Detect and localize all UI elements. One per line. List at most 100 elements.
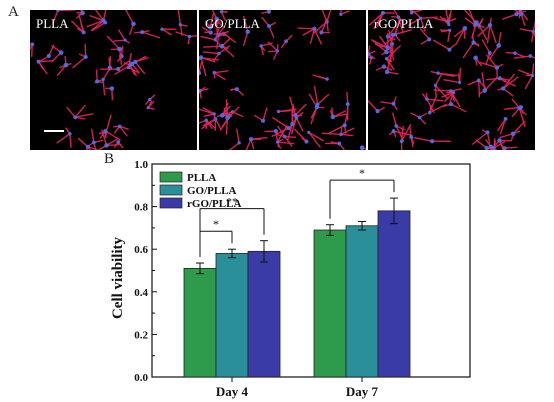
error-bar xyxy=(358,221,366,231)
cell xyxy=(202,37,235,58)
cell xyxy=(113,124,129,137)
cell xyxy=(375,64,393,71)
cell xyxy=(145,94,155,105)
significance-bracket: ** xyxy=(199,195,265,258)
cell xyxy=(489,32,502,59)
cell xyxy=(499,143,518,150)
cell xyxy=(462,33,480,59)
cell xyxy=(261,10,271,14)
significance-label: * xyxy=(213,217,219,231)
bar-go-plla-day-4 xyxy=(215,253,249,378)
cell xyxy=(66,104,94,120)
cell xyxy=(380,96,398,111)
micrograph-plla-cells xyxy=(30,10,197,150)
legend-label: GO/PLLA xyxy=(187,185,237,197)
y-tick-label: 0.4 xyxy=(134,287,148,299)
cell xyxy=(267,41,280,60)
cell xyxy=(201,26,213,35)
micrograph-label: PLLA xyxy=(36,16,69,31)
cell xyxy=(413,137,451,144)
cell xyxy=(107,56,113,71)
cell xyxy=(51,45,64,63)
cell xyxy=(368,100,385,114)
cell xyxy=(125,10,136,36)
bar-go-plla-day-7 xyxy=(345,225,379,378)
cell xyxy=(36,59,54,75)
cell xyxy=(473,55,483,67)
panel-a-letter: A xyxy=(8,4,19,20)
cell xyxy=(321,125,355,137)
panel-b-letter: B xyxy=(104,151,114,167)
cell xyxy=(212,70,229,80)
cell xyxy=(432,39,455,52)
cell xyxy=(477,17,497,44)
cell xyxy=(242,15,250,46)
cell xyxy=(502,10,526,20)
cell xyxy=(430,70,458,77)
cell xyxy=(271,117,291,137)
cell xyxy=(113,140,124,149)
y-tick-label: 0.0 xyxy=(134,372,148,384)
cell xyxy=(99,129,121,141)
cell xyxy=(319,18,330,35)
micrograph-go-plla: GO/PLLA xyxy=(199,10,366,150)
cell xyxy=(52,10,76,24)
cell xyxy=(443,67,462,85)
error-bar xyxy=(196,262,204,275)
cell xyxy=(56,55,72,76)
cell xyxy=(280,34,293,49)
cell xyxy=(76,10,85,19)
scale-bar xyxy=(44,130,64,132)
cell xyxy=(384,54,399,75)
cell xyxy=(419,28,432,45)
cell xyxy=(228,128,241,150)
cell xyxy=(30,42,35,57)
cell xyxy=(368,10,395,30)
cell xyxy=(199,86,209,99)
bar-chart: B Cell viability 0.0 0.2 0.4 0.6 0.8 1.0 Day 4… xyxy=(104,151,471,399)
cell xyxy=(433,74,448,100)
cell xyxy=(442,102,467,113)
cell xyxy=(433,88,462,108)
cell xyxy=(146,100,155,110)
cell xyxy=(434,13,457,24)
bar-rgo-plla-day-7 xyxy=(377,210,411,378)
y-tick-label: 0.8 xyxy=(134,202,148,214)
micrograph-label: rGO/PLLA xyxy=(374,16,434,31)
cell xyxy=(205,12,218,30)
cell xyxy=(219,10,228,21)
cell xyxy=(368,45,376,60)
cell xyxy=(471,129,491,145)
micrograph-plla: PLLA xyxy=(30,10,197,150)
cell xyxy=(313,86,330,107)
legend-swatch xyxy=(159,171,183,183)
error-bar xyxy=(390,197,398,225)
micrograph-rgo-plla: rGO/PLLA xyxy=(368,10,535,150)
cell xyxy=(427,97,447,115)
cell xyxy=(97,129,122,150)
cell xyxy=(229,87,244,96)
cell xyxy=(106,35,123,65)
cell xyxy=(388,129,413,138)
error-bar xyxy=(260,240,268,263)
cell xyxy=(71,13,86,35)
y-tick-label: 0.2 xyxy=(134,329,148,341)
micrograph-rgo-plla-cells xyxy=(368,10,535,150)
cell xyxy=(511,98,527,127)
cell xyxy=(223,99,240,135)
cell xyxy=(114,62,137,77)
micrograph-go-plla-cells xyxy=(199,10,366,150)
cell xyxy=(289,96,307,118)
legend-swatch xyxy=(159,184,183,196)
cell xyxy=(308,93,325,125)
legend-label: PLLA xyxy=(187,172,216,184)
cell xyxy=(359,145,366,150)
significance-label: * xyxy=(359,166,365,180)
cell xyxy=(384,45,401,71)
cell xyxy=(40,44,55,62)
cell xyxy=(485,76,516,87)
bar-plla-day-7 xyxy=(313,229,347,378)
x-tick-label: Day 7 xyxy=(346,384,379,399)
cell xyxy=(324,141,346,150)
cell xyxy=(409,10,423,15)
